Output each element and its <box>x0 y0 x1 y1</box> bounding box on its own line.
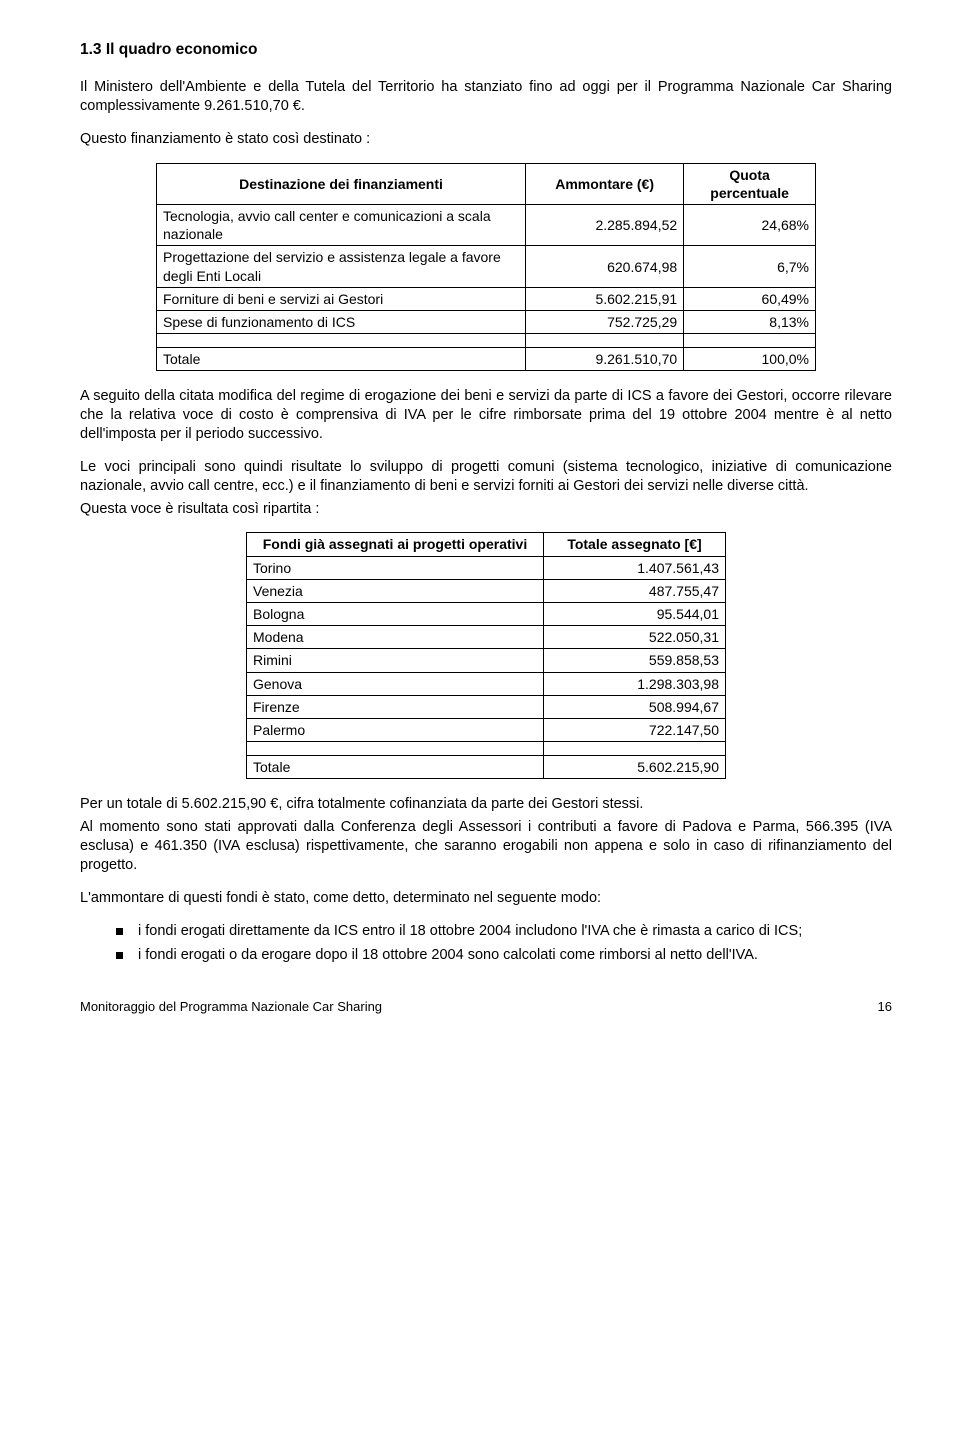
paragraph-intro-1: Il Ministero dell'Ambiente e della Tutel… <box>80 78 892 116</box>
bullet-item: i fondi erogati o da erogare dopo il 18 … <box>116 946 892 965</box>
table1-header-pct: Quota percentuale <box>684 163 816 204</box>
table-spacer-row <box>157 334 816 348</box>
table2-cell-amount: 559.858,53 <box>543 649 725 672</box>
table-row: Venezia487.755,47 <box>247 579 726 602</box>
table2-cell-amount: 522.050,31 <box>543 626 725 649</box>
table1-cell-label: Spese di funzionamento di ICS <box>157 310 526 333</box>
paragraph-approval: Al momento sono stati approvati dalla Co… <box>80 818 892 875</box>
table-row: Forniture di beni e servizi ai Gestori 5… <box>157 287 816 310</box>
table2-header-project: Fondi già assegnati ai progetti operativ… <box>247 533 544 556</box>
table2-cell-label: Genova <box>247 672 544 695</box>
table2-cell-label: Venezia <box>247 579 544 602</box>
table-row: Rimini559.858,53 <box>247 649 726 672</box>
table2-cell-amount: 487.755,47 <box>543 579 725 602</box>
table2-cell-label: Torino <box>247 556 544 579</box>
paragraph-total-cofin: Per un totale di 5.602.215,90 €, cifra t… <box>80 795 892 814</box>
table-row: Palermo722.147,50 <box>247 718 726 741</box>
table1-cell-label: Tecnologia, avvio call center e comunica… <box>157 205 526 246</box>
paragraph-determination: L'ammontare di questi fondi è stato, com… <box>80 889 892 908</box>
table1-cell-amount: 5.602.215,91 <box>526 287 684 310</box>
table1-header-amount: Ammontare (€) <box>526 163 684 204</box>
table-row: Modena522.050,31 <box>247 626 726 649</box>
paragraph-regime-mod: A seguito della citata modifica del regi… <box>80 387 892 444</box>
table2-cell-amount: 95.544,01 <box>543 602 725 625</box>
table-row: Progettazione del servizio e assistenza … <box>157 246 816 287</box>
footer-title: Monitoraggio del Programma Nazionale Car… <box>80 999 382 1016</box>
table2-cell-amount: 508.994,67 <box>543 695 725 718</box>
table1-total-label: Totale <box>157 348 526 371</box>
table-spacer-row <box>247 742 726 756</box>
table-row: Bologna95.544,01 <box>247 602 726 625</box>
bullet-item: i fondi erogati direttamente da ICS entr… <box>116 922 892 941</box>
table-row: Torino1.407.561,43 <box>247 556 726 579</box>
footer-page-number: 16 <box>878 999 892 1016</box>
table1-cell-amount: 2.285.894,52 <box>526 205 684 246</box>
table2-cell-amount: 1.407.561,43 <box>543 556 725 579</box>
table2-cell-label: Rimini <box>247 649 544 672</box>
table2-header-total: Totale assegnato [€] <box>543 533 725 556</box>
table1-cell-pct: 60,49% <box>684 287 816 310</box>
table-row: Firenze508.994,67 <box>247 695 726 718</box>
paragraph-voci-principali: Le voci principali sono quindi risultate… <box>80 458 892 496</box>
paragraph-intro-2: Questo finanziamento è stato così destin… <box>80 130 892 149</box>
table2-cell-label: Modena <box>247 626 544 649</box>
table-row: Tecnologia, avvio call center e comunica… <box>157 205 816 246</box>
bullet-list: i fondi erogati direttamente da ICS entr… <box>80 922 892 966</box>
section-heading: 1.3 Il quadro economico <box>80 40 892 60</box>
table2-cell-label: Firenze <box>247 695 544 718</box>
table2-cell-amount: 1.298.303,98 <box>543 672 725 695</box>
table-row: Spese di funzionamento di ICS 752.725,29… <box>157 310 816 333</box>
table1-cell-pct: 24,68% <box>684 205 816 246</box>
table1-cell-label: Forniture di beni e servizi ai Gestori <box>157 287 526 310</box>
table2-total-label: Totale <box>247 756 544 779</box>
paragraph-ripartita: Questa voce è risultata così ripartita : <box>80 500 892 519</box>
table1-total-amount: 9.261.510,70 <box>526 348 684 371</box>
table1-cell-pct: 8,13% <box>684 310 816 333</box>
table2-total-amount: 5.602.215,90 <box>543 756 725 779</box>
page-footer: Monitoraggio del Programma Nazionale Car… <box>80 999 892 1016</box>
table2-cell-label: Palermo <box>247 718 544 741</box>
table-row: Genova1.298.303,98 <box>247 672 726 695</box>
table1-cell-amount: 620.674,98 <box>526 246 684 287</box>
table2-total-row: Totale 5.602.215,90 <box>247 756 726 779</box>
table1-cell-amount: 752.725,29 <box>526 310 684 333</box>
table1-header-destination: Destinazione dei finanziamenti <box>157 163 526 204</box>
financing-allocation-table: Destinazione dei finanziamenti Ammontare… <box>156 163 816 372</box>
table2-cell-amount: 722.147,50 <box>543 718 725 741</box>
table1-cell-label: Progettazione del servizio e assistenza … <box>157 246 526 287</box>
funds-by-city-table: Fondi già assegnati ai progetti operativ… <box>246 532 726 779</box>
table1-total-pct: 100,0% <box>684 348 816 371</box>
table2-cell-label: Bologna <box>247 602 544 625</box>
table1-total-row: Totale 9.261.510,70 100,0% <box>157 348 816 371</box>
table1-cell-pct: 6,7% <box>684 246 816 287</box>
